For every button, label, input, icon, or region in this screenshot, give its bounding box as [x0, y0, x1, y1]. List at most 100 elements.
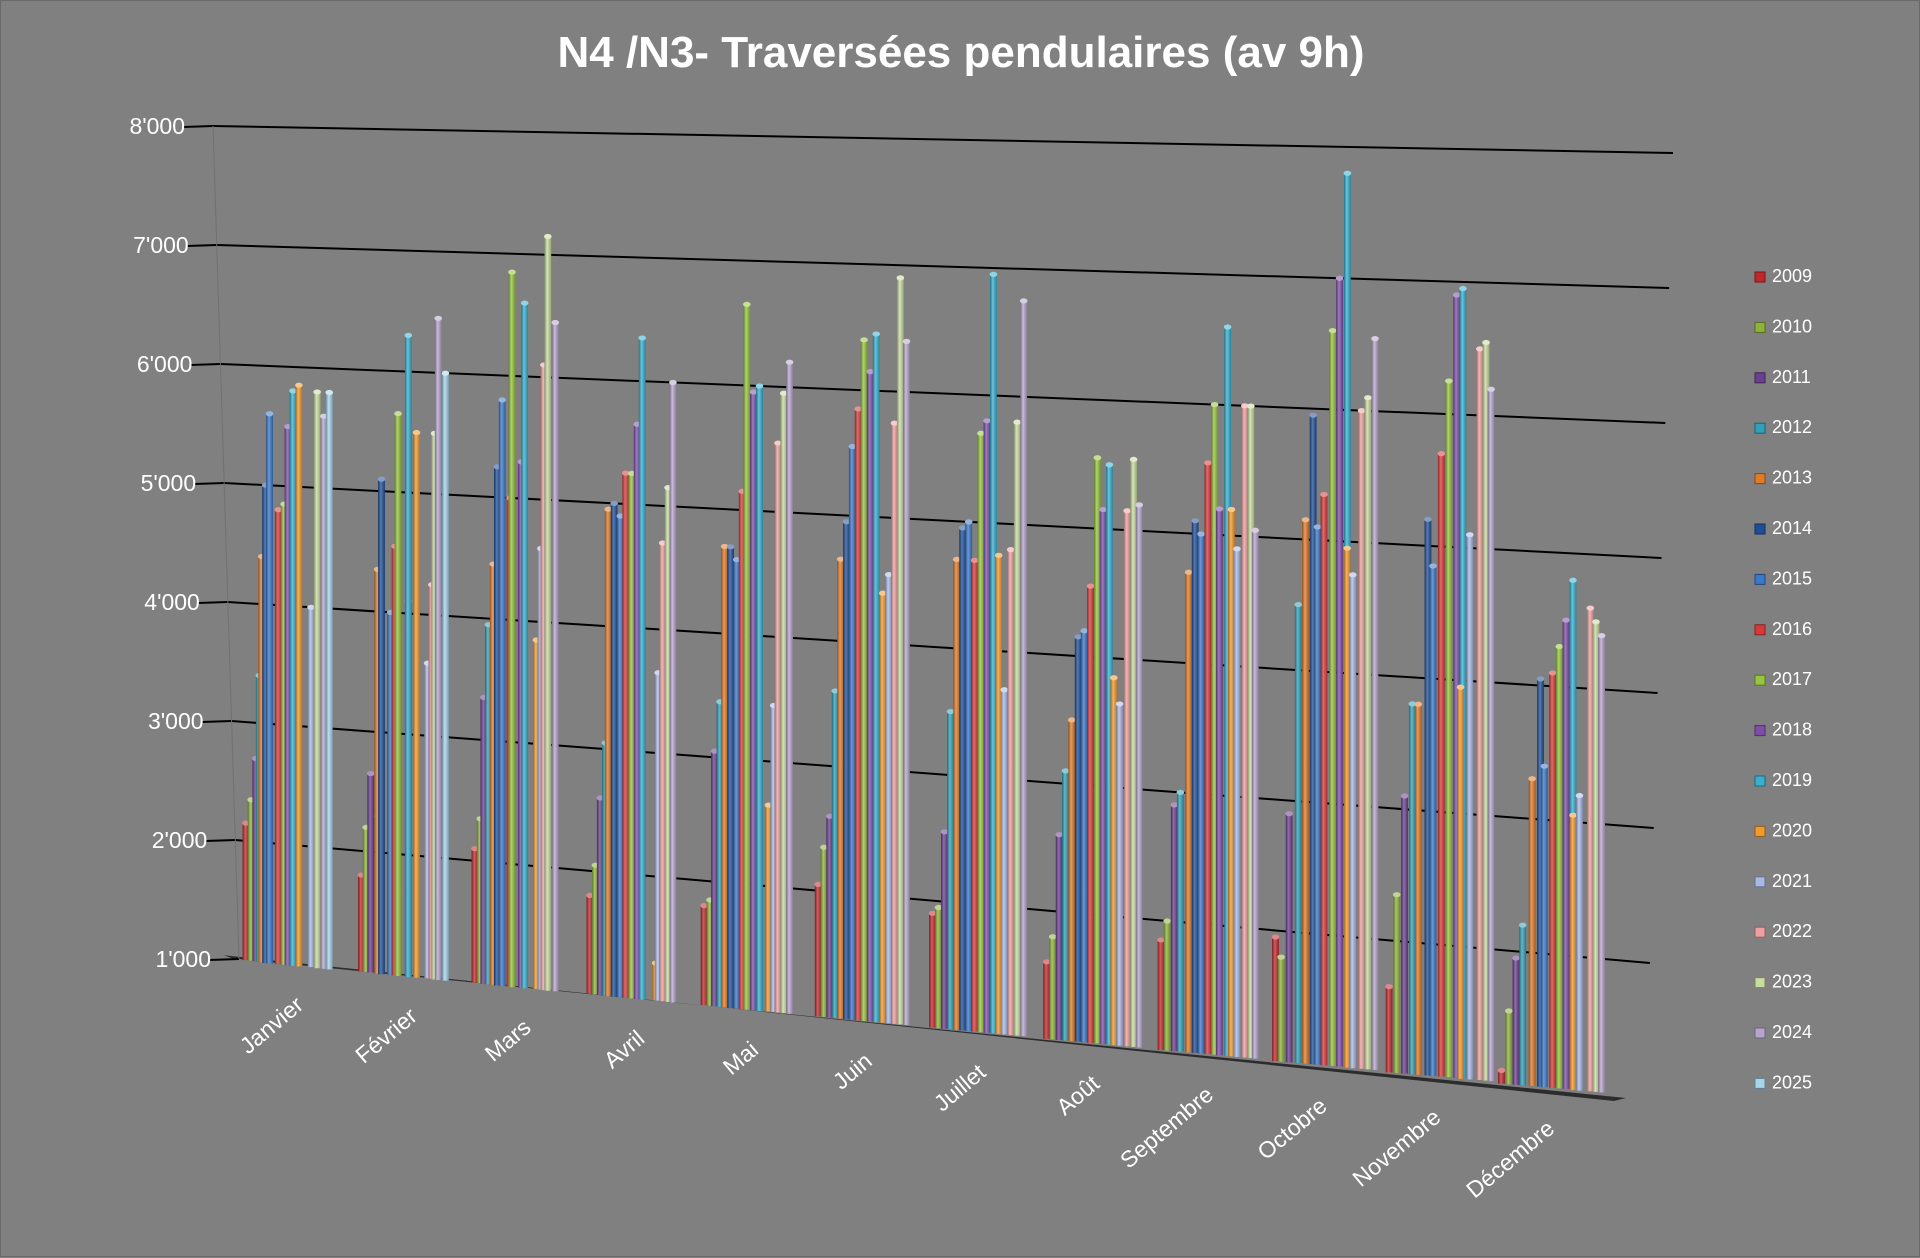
bar-cap [551, 319, 560, 326]
bar [1364, 395, 1372, 1070]
bar [814, 881, 822, 1017]
bar-body [1099, 509, 1107, 1044]
bar-cap [377, 476, 386, 482]
bar-body [1251, 530, 1259, 1059]
bar-cap [720, 543, 729, 550]
bar-body [544, 236, 552, 991]
bar [669, 379, 677, 1003]
bar-cap [1569, 577, 1577, 583]
bar-cap [1277, 954, 1285, 960]
bar [1482, 339, 1490, 1081]
bar-cap [1592, 619, 1600, 625]
bar-cap [700, 903, 708, 909]
bar [1247, 403, 1255, 1059]
bar-cap [1215, 506, 1224, 512]
bar-body [1562, 620, 1570, 1089]
bar-body [1068, 719, 1076, 1042]
bar-body [1216, 508, 1223, 1056]
bar-cap [628, 470, 636, 477]
bar-body [1197, 533, 1205, 1054]
legend-swatch [1754, 977, 1766, 989]
legend-label: 2019 [1772, 770, 1812, 790]
bar-body [941, 831, 948, 1029]
bar-body [1329, 330, 1337, 1066]
bar-cap [710, 748, 719, 754]
bar [604, 506, 613, 997]
bar [1123, 508, 1131, 1047]
bar-body [442, 373, 449, 981]
bar-cap [325, 389, 334, 396]
bar [820, 844, 828, 1017]
bar-body [471, 848, 479, 983]
bar-body [1457, 687, 1464, 1079]
bar-body [1106, 464, 1113, 1045]
bar-body [616, 516, 624, 998]
bar-cap [1562, 617, 1570, 623]
bar [1343, 545, 1352, 1068]
bar [1328, 327, 1337, 1066]
bar [1348, 572, 1357, 1069]
bar [989, 271, 998, 1034]
bar [842, 519, 851, 1020]
bar [1294, 601, 1303, 1063]
bar [902, 338, 911, 1026]
bar [1586, 605, 1595, 1092]
x-tick-label: Octobre [1252, 1092, 1331, 1165]
bar [977, 430, 985, 1033]
gridline [224, 482, 1662, 559]
bar [1414, 701, 1423, 1075]
legend-label: 2025 [1772, 1072, 1812, 1092]
bar [1204, 460, 1212, 1055]
bar-body [866, 371, 874, 1022]
bar [994, 552, 1003, 1034]
y-tick-label: 5'000 [141, 470, 197, 496]
bar-cap [1048, 934, 1057, 940]
legend-label: 2018 [1772, 720, 1812, 740]
legend-swatch [1754, 775, 1766, 787]
bar [1067, 717, 1076, 1042]
bar-body [659, 543, 667, 1002]
bar-body [1414, 704, 1422, 1075]
bar-body [770, 705, 778, 1013]
bar-body [313, 391, 321, 969]
bar-cap [1184, 569, 1193, 575]
bar [779, 390, 788, 1014]
legend-swatch [1754, 926, 1766, 938]
bar-cap [412, 429, 421, 436]
bar-cap [1569, 812, 1577, 818]
bar-body [1336, 278, 1343, 1067]
bar-body [1512, 958, 1520, 1085]
bar-body [1211, 404, 1218, 1055]
bar [1555, 643, 1564, 1089]
bar-cap [983, 418, 991, 424]
bar [1424, 516, 1432, 1076]
bar-cap [902, 338, 911, 344]
bar [700, 903, 708, 1006]
bar [1408, 701, 1417, 1075]
bar-body [990, 274, 997, 1034]
bar-body [374, 569, 382, 974]
bar-body [476, 818, 484, 984]
bar [498, 397, 506, 987]
bar-body [1043, 961, 1051, 1039]
gridline [212, 125, 1674, 154]
bar-cap [1505, 1008, 1513, 1014]
bar-body [394, 413, 402, 976]
bar-cap [508, 269, 516, 275]
bar-body [533, 639, 540, 989]
bar [1335, 275, 1344, 1067]
bar-body [252, 758, 260, 962]
bar-body [498, 399, 506, 987]
gridline [194, 482, 225, 485]
bar-body [1135, 504, 1143, 1048]
bar [1437, 451, 1446, 1077]
bar-cap [1067, 717, 1076, 723]
bar-cap [872, 331, 880, 337]
bar-cap [831, 688, 839, 694]
bar [1371, 336, 1379, 1070]
y-tick-label: 3'000 [148, 708, 204, 734]
bar [1476, 346, 1484, 1081]
bar-cap [1294, 601, 1303, 608]
x-tick-label: Juin [828, 1047, 877, 1094]
bar-cap [1123, 508, 1131, 514]
